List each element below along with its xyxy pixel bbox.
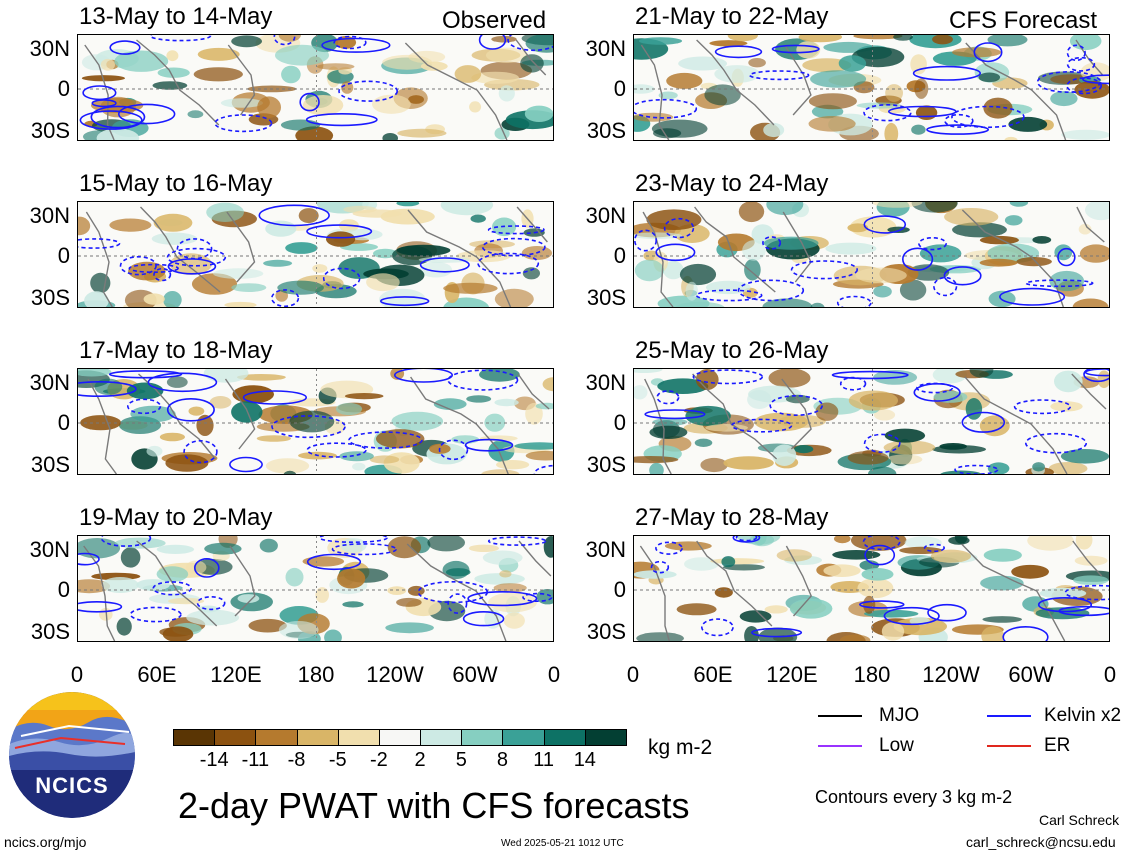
lon-label-0-end: 0 [1103, 662, 1117, 687]
lat-label-30n: 30N [29, 370, 70, 395]
lat-label-30n: 30N [29, 36, 70, 61]
legend-label-low: Low [879, 735, 914, 756]
colorbar-swatch [543, 729, 586, 746]
colorbar-tick-label: -11 [241, 749, 270, 771]
ncics-logo: NCICS [9, 692, 135, 818]
legend-label-er: ER [1044, 735, 1071, 756]
map-panel-6 [633, 201, 1110, 308]
colorbar-tick-label: 2 [414, 749, 426, 771]
lon-label-180: 180 [297, 662, 335, 687]
map-panel-8 [633, 535, 1110, 642]
panel-title-5: 21-May to 22-May [635, 3, 829, 30]
colorbar-swatch [296, 729, 339, 746]
lat-label-eq: 0 [57, 410, 70, 435]
colorbar-swatch [337, 729, 380, 746]
legend-line-kelvin [987, 715, 1031, 717]
lat-label-30s: 30S [30, 619, 70, 644]
map-panel-7 [633, 368, 1110, 475]
panel-title-3: 17-May to 18-May [79, 337, 273, 364]
lon-label-120w: 120W [922, 662, 980, 687]
lat-label-30s: 30S [586, 619, 626, 644]
legend-line-er [987, 745, 1031, 747]
colorbar-tick-label: 5 [455, 749, 467, 771]
lat-label-30s: 30S [586, 285, 626, 310]
lat-label-30n: 30N [29, 537, 70, 562]
lat-label-eq: 0 [613, 76, 626, 101]
lon-label-0: 0 [70, 662, 84, 687]
colorbar-swatch [461, 729, 504, 746]
site-url: ncics.org/mjo [4, 834, 87, 850]
colorbar-swatch [420, 729, 463, 746]
contour-note: Contours every 3 kg m-2 [815, 787, 1013, 807]
map-panel-5 [633, 34, 1110, 141]
lon-label-180: 180 [853, 662, 891, 687]
lat-label-30s: 30S [586, 452, 626, 477]
lat-label-30n: 30N [585, 370, 626, 395]
colorbar-tick-label: 14 [573, 749, 596, 771]
legend-line-mjo [818, 715, 862, 717]
map-panel-1 [77, 34, 554, 141]
lon-label-0: 0 [626, 662, 640, 687]
lat-label-30s: 30S [30, 452, 70, 477]
panel-title-6: 23-May to 24-May [635, 170, 829, 197]
author-email: carl_schreck@ncsu.edu [966, 834, 1116, 850]
colorbar-tick-label: -8 [287, 749, 306, 771]
legend-label-mjo: MJO [879, 705, 920, 726]
lat-label-30n: 30N [585, 537, 626, 562]
colorbar-tick-label: -14 [199, 749, 229, 771]
lat-label-30s: 30S [30, 285, 70, 310]
lon-label-60e: 60E [693, 662, 733, 687]
author-name: Carl Schreck [1039, 812, 1120, 828]
logo-text: NCICS [35, 773, 108, 798]
lat-label-eq: 0 [57, 76, 70, 101]
legend-line-low [818, 745, 862, 747]
lon-label-60w: 60W [1008, 662, 1054, 687]
colorbar-tick-label: -5 [328, 749, 347, 771]
lon-label-120e: 120E [766, 662, 818, 687]
colorbar-tick-label: -2 [370, 749, 388, 771]
colorbar-swatch [255, 729, 298, 746]
colorbar-swatch [214, 729, 257, 746]
lon-label-60e: 60E [137, 662, 177, 687]
lat-label-30s: 30S [30, 118, 70, 143]
panel-title-2: 15-May to 16-May [79, 170, 273, 197]
lat-label-eq: 0 [613, 577, 626, 602]
lat-label-eq: 0 [613, 410, 626, 435]
lat-label-eq: 0 [57, 243, 70, 268]
timestamp: Wed 2025-05-21 1012 UTC [501, 838, 624, 849]
legend-label-kelvin: Kelvin x2 [1044, 705, 1122, 726]
lat-label-eq: 0 [613, 243, 626, 268]
panel-title-8: 27-May to 28-May [635, 504, 829, 531]
map-panel-2 [77, 201, 554, 308]
lon-label-120e: 120E [210, 662, 262, 687]
observed-tag: Observed [442, 7, 547, 34]
lat-label-30n: 30N [29, 203, 70, 228]
panel-title-1: 13-May to 14-May [79, 3, 273, 30]
colorbar-swatch [378, 729, 422, 746]
map-panel-4 [77, 535, 554, 642]
lat-label-30n: 30N [585, 36, 626, 61]
colorbar-units: kg m-2 [648, 736, 713, 759]
lat-label-eq: 0 [57, 577, 70, 602]
lon-label-120w: 120W [366, 662, 424, 687]
colorbar-tick-label: 11 [533, 749, 554, 771]
panel-title-7: 25-May to 26-May [635, 337, 829, 364]
map-panel-3 [77, 368, 554, 475]
panel-title-4: 19-May to 20-May [79, 504, 273, 531]
lat-label-30s: 30S [586, 118, 626, 143]
cfs-forecast-tag: CFS Forecast [949, 7, 1098, 34]
colorbar-swatch [584, 729, 627, 746]
colorbar-tick-label: 8 [496, 749, 509, 771]
lon-label-60w: 60W [452, 662, 498, 687]
lon-label-0-end: 0 [547, 662, 561, 687]
lat-label-30n: 30N [585, 203, 626, 228]
main-title: 2-day PWAT with CFS forecasts [178, 785, 690, 826]
colorbar-swatch [173, 729, 216, 746]
colorbar-swatch [502, 729, 545, 746]
